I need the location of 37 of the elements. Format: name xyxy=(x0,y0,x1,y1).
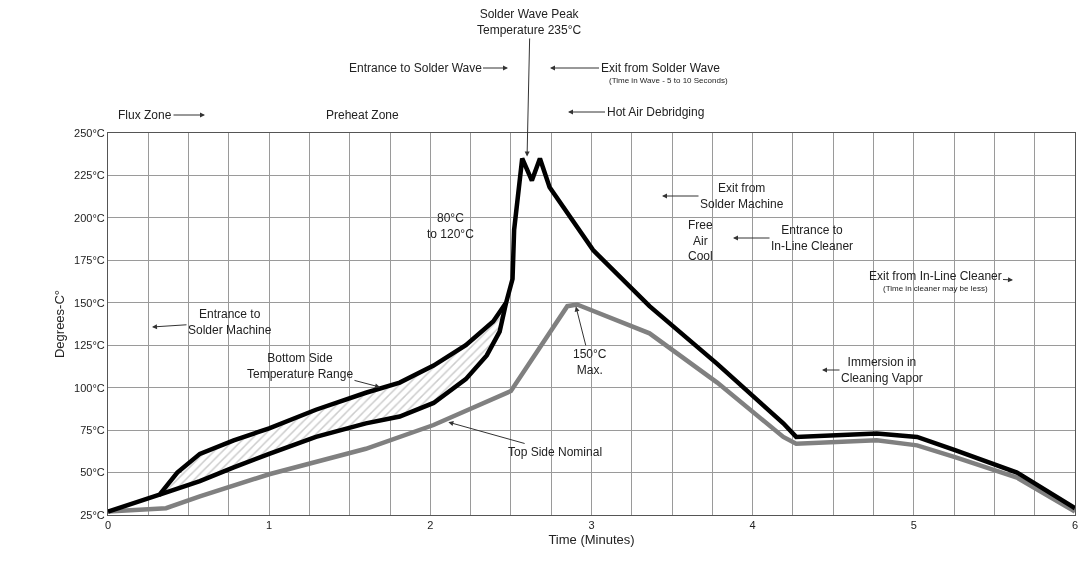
text: Preheat Zone xyxy=(326,108,400,122)
text: Flux Zone xyxy=(118,108,172,122)
text: Hot Air Debridging xyxy=(607,105,705,119)
annotation: 150°C Max. xyxy=(573,347,607,377)
x-tick-label: 2 xyxy=(427,519,434,532)
annotation: Free Air Cool xyxy=(688,218,713,264)
y-tick-label: 100°C xyxy=(74,381,105,394)
x-tick-label: 3 xyxy=(588,519,595,532)
x-tick-label: 6 xyxy=(1071,519,1079,532)
x-tick-label: 4 xyxy=(749,519,756,532)
y-tick-label: 175°C xyxy=(74,254,105,267)
y-tick-label: 250°C xyxy=(74,126,105,139)
y-axis-title: Degrees-C° xyxy=(52,289,68,359)
y-tick-label: 225°C xyxy=(74,169,105,182)
annotation: Top Side Nominal xyxy=(508,445,603,459)
y-tick-label: 125°C xyxy=(74,339,105,352)
y-tick-label: 75°C xyxy=(80,423,105,436)
annotation: Immersion in Cleaning Vapor xyxy=(841,355,923,385)
x-tick-label: 5 xyxy=(910,519,917,532)
y-tick-label: 200°C xyxy=(74,211,105,224)
annotation: Exit from In-Line Cleaner xyxy=(869,269,1002,283)
annotation: 80°C to 120°C xyxy=(427,211,475,241)
annotation: Entrance to In-Line Cleaner xyxy=(771,223,854,253)
annotation: Solder Wave Peak Temperature 235°C xyxy=(477,7,582,37)
text: Entrance to Solder Wave xyxy=(349,61,483,75)
y-tick-label: 50°C xyxy=(80,466,105,479)
annotation: Entrance to Solder Machine xyxy=(188,307,272,337)
annotation: Bottom Side Temperature Range xyxy=(247,351,354,381)
x-axis-title: Time (Minutes) xyxy=(548,531,635,547)
y-tick-label: 150°C xyxy=(74,296,105,309)
annotation: (Time in cleaner may be less) xyxy=(883,284,988,293)
text: Exit from Solder Wave xyxy=(601,61,721,75)
x-tick-label: 0 xyxy=(104,519,112,532)
annotation: Exit from Solder Machine xyxy=(700,181,784,211)
y-tick-label: 25°C xyxy=(80,508,105,521)
text: (Time in Wave - 5 to 10 Seconds) xyxy=(609,76,728,85)
x-tick-label: 1 xyxy=(266,519,273,532)
